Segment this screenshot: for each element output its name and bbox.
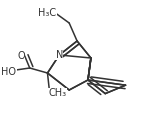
Text: O: O xyxy=(17,51,25,61)
Text: HO: HO xyxy=(1,67,16,77)
Text: H₃C: H₃C xyxy=(38,8,56,18)
Text: N: N xyxy=(56,50,63,60)
Text: CH₃: CH₃ xyxy=(48,88,66,98)
